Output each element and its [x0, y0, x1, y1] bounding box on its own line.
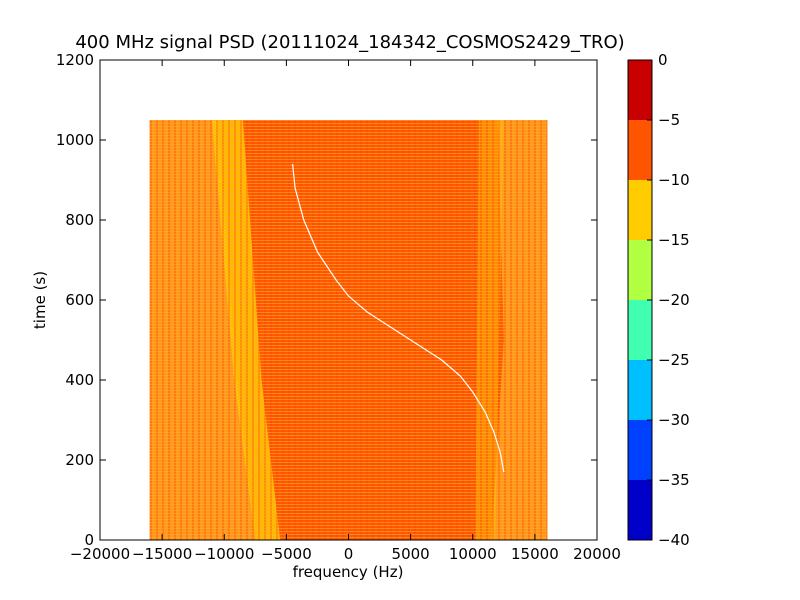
x-tick-label: −15000 — [132, 545, 192, 563]
x-tick-label: 0 — [344, 545, 354, 563]
colorbar-level — [628, 60, 652, 120]
x-tick-label: −20000 — [70, 545, 130, 563]
y-tick-label: 800 — [65, 211, 94, 229]
y-axis: 0 200 400 600 800 1000 1200 — [56, 51, 597, 549]
colorbar-level — [628, 120, 652, 180]
colorbar-level — [628, 480, 652, 540]
y-tick-label: 600 — [65, 291, 94, 309]
colorbar-tick-label: −35 — [658, 471, 690, 489]
colorbar-level — [628, 180, 652, 240]
colorbar-tick-label: −25 — [658, 351, 690, 369]
chart-title: 400 MHz signal PSD (20111024_184342_COSM… — [75, 32, 624, 53]
colorbar-level — [628, 420, 652, 480]
colorbar-tick-label: −15 — [658, 231, 690, 249]
x-tick-label: 10000 — [449, 545, 497, 563]
x-tick-label: 20000 — [573, 545, 621, 563]
colorbar-tick-label: 0 — [658, 51, 668, 69]
colorbar-tick-label: −30 — [658, 411, 690, 429]
x-tick-label: −5000 — [261, 545, 312, 563]
colorbar-tick-label: −20 — [658, 291, 690, 309]
y-tick-label: 0 — [84, 531, 94, 549]
colorbar-tick-label: −10 — [658, 171, 690, 189]
signal-trace — [291, 163, 505, 473]
x-tick-label: −10000 — [194, 545, 254, 563]
y-tick-label: 200 — [65, 451, 94, 469]
heatmap-texture-horizontal — [149, 120, 548, 540]
y-tick-label: 400 — [65, 371, 94, 389]
colorbar-tick-label: −40 — [658, 531, 690, 549]
y-tick-label: 1000 — [56, 131, 94, 149]
x-axis-label: frequency (Hz) — [293, 563, 404, 581]
plot-area — [149, 120, 548, 540]
colorbar-level — [628, 240, 652, 300]
y-tick-label: 1200 — [56, 51, 94, 69]
y-axis-label: time (s) — [31, 271, 49, 329]
x-tick-label: 15000 — [511, 545, 559, 563]
colorbar-tick-label: −5 — [658, 111, 680, 129]
x-axis: −20000 −15000 −10000 −5000 0 5000 10000 15000 20… — [70, 60, 621, 563]
colorbar-level — [628, 360, 652, 420]
colorbar-level — [628, 300, 652, 360]
x-tick-label: 5000 — [392, 545, 430, 563]
colorbar: 0 −5 −10 −15 −20 −25 −30 −35 −40 — [627, 51, 690, 549]
